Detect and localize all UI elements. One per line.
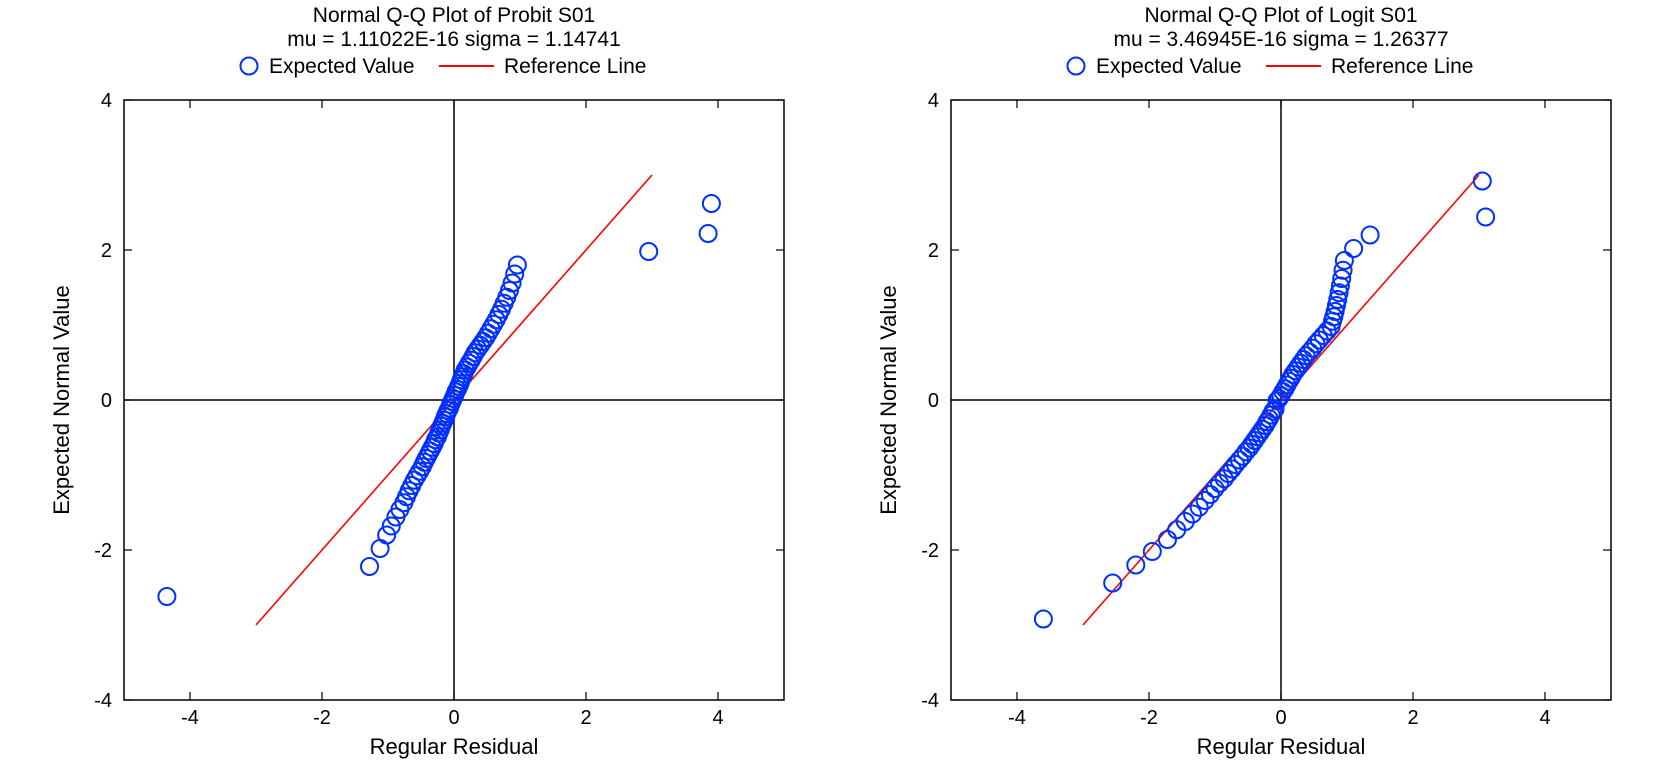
y-tick-label: 0 xyxy=(100,390,111,412)
data-point xyxy=(158,588,175,605)
y-tick-label: -2 xyxy=(921,540,939,562)
x-tick-label: -4 xyxy=(181,707,199,729)
qq-plot-probit: Normal Q-Q Plot of Probit S01mu = 1.1102… xyxy=(14,0,814,767)
legend-reference-line-label: Reference Line xyxy=(1331,55,1473,78)
data-point xyxy=(702,195,719,212)
data-point xyxy=(640,243,657,260)
x-tick-label: 0 xyxy=(448,707,459,729)
legend-marker-icon xyxy=(1067,58,1084,75)
y-axis-label: Expected Normal Value xyxy=(876,285,901,515)
qq-plot-logit: Normal Q-Q Plot of Logit S01mu = 3.46945… xyxy=(841,0,1641,767)
chart-title-line2: mu = 3.46945E-16 sigma = 1.26377 xyxy=(1113,28,1448,51)
x-tick-label: 4 xyxy=(1539,707,1550,729)
x-axis-label: Regular Residual xyxy=(369,734,538,759)
y-tick-label: 4 xyxy=(100,90,111,112)
chart-title-line1: Normal Q-Q Plot of Probit S01 xyxy=(312,4,594,27)
x-tick-label: -4 xyxy=(1008,707,1026,729)
legend-expected-value-label: Expected Value xyxy=(1096,55,1242,78)
chart-title-line2: mu = 1.11022E-16 sigma = 1.14741 xyxy=(287,28,621,51)
data-point xyxy=(699,225,716,242)
data-point xyxy=(1335,252,1352,269)
x-tick-label: 2 xyxy=(1407,707,1418,729)
x-tick-label: 0 xyxy=(1275,707,1286,729)
x-axis-label: Regular Residual xyxy=(1196,734,1365,759)
data-point xyxy=(1034,611,1051,628)
x-tick-label: -2 xyxy=(313,707,331,729)
x-tick-label: -2 xyxy=(1140,707,1158,729)
data-point xyxy=(1104,575,1121,592)
chart-svg: Normal Q-Q Plot of Probit S01mu = 1.1102… xyxy=(14,0,814,767)
figure-container: Normal Q-Q Plot of Probit S01mu = 1.1102… xyxy=(0,0,1654,767)
y-axis-label: Expected Normal Value xyxy=(49,285,74,515)
legend-marker-icon xyxy=(240,58,257,75)
y-tick-label: -4 xyxy=(921,690,939,712)
y-tick-label: 2 xyxy=(927,240,938,262)
y-tick-label: 4 xyxy=(927,90,938,112)
legend-reference-line-label: Reference Line xyxy=(504,55,646,78)
x-tick-label: 4 xyxy=(712,707,723,729)
chart-svg: Normal Q-Q Plot of Logit S01mu = 3.46945… xyxy=(841,0,1641,767)
data-point xyxy=(1473,173,1490,190)
x-tick-label: 2 xyxy=(580,707,591,729)
data-point xyxy=(1345,240,1362,257)
y-tick-label: 0 xyxy=(927,390,938,412)
y-tick-label: 2 xyxy=(100,240,111,262)
legend-expected-value-label: Expected Value xyxy=(269,55,415,78)
y-tick-label: -2 xyxy=(94,540,112,562)
data-point xyxy=(361,558,378,575)
data-point xyxy=(1361,227,1378,244)
y-tick-label: -4 xyxy=(94,690,112,712)
data-point xyxy=(1158,531,1175,548)
data-point xyxy=(1477,209,1494,226)
chart-title-line1: Normal Q-Q Plot of Logit S01 xyxy=(1144,4,1417,27)
